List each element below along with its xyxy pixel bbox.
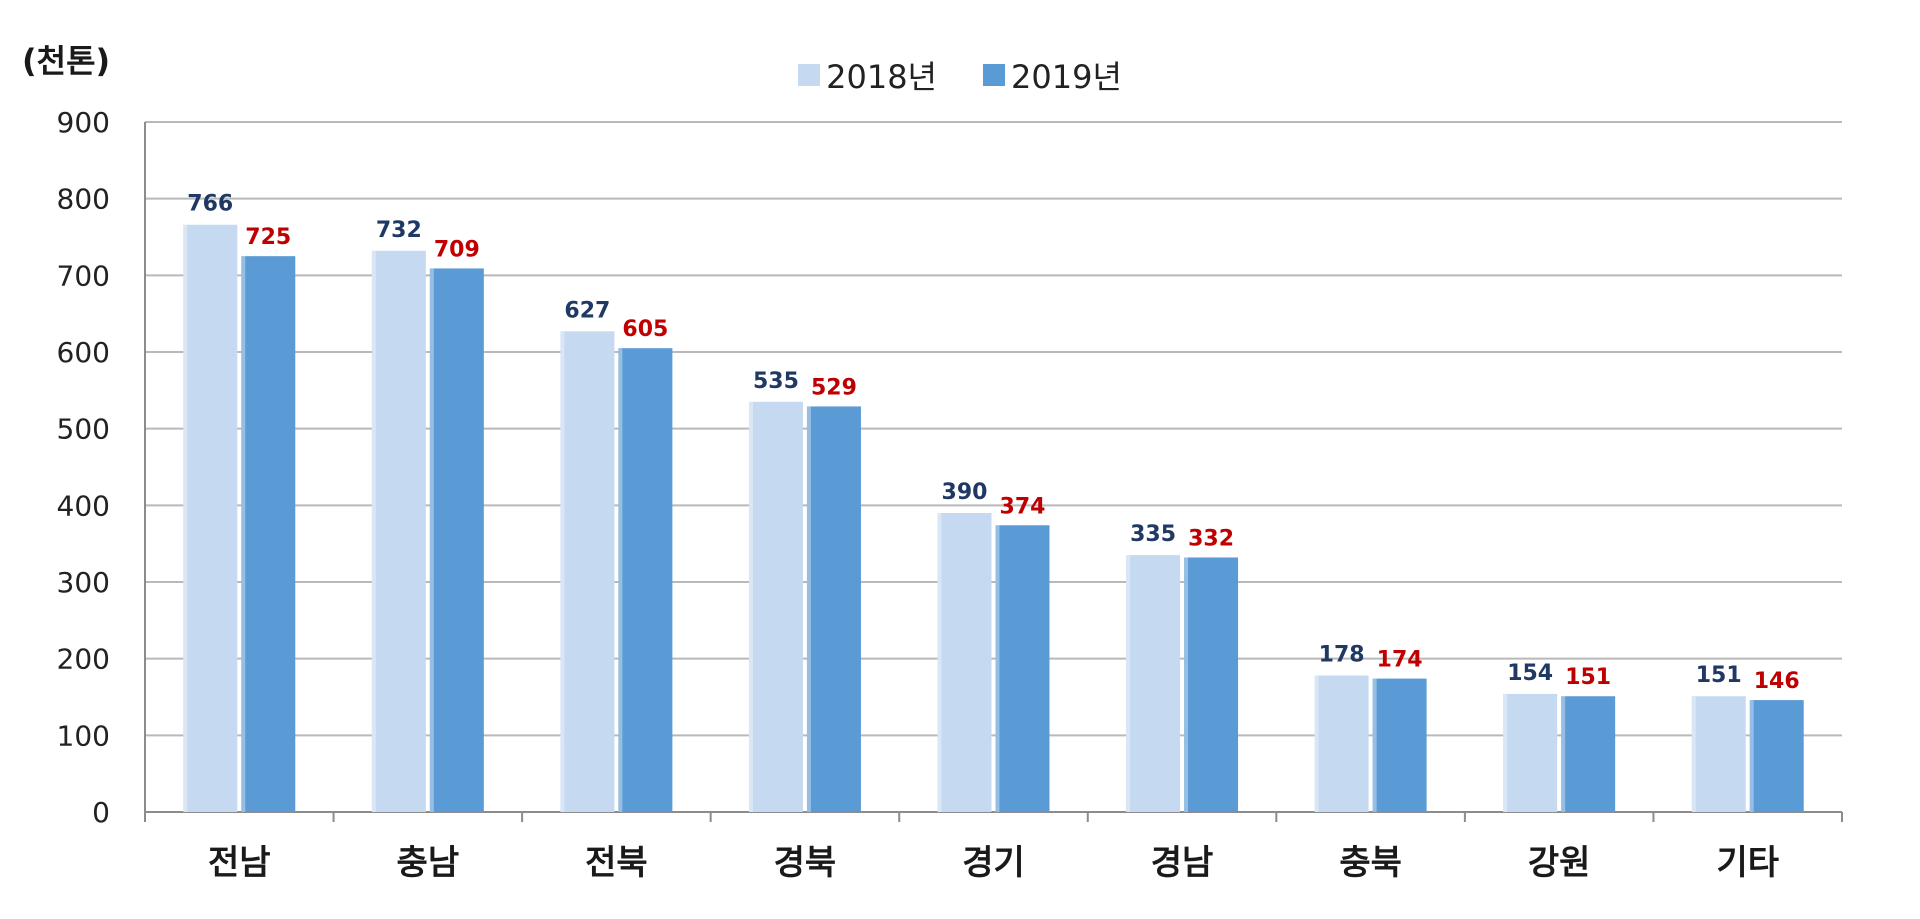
bar-highlight <box>371 250 376 813</box>
bar-highlight <box>1184 557 1189 812</box>
bar-2019 <box>995 525 1050 812</box>
y-tick-label: 500 <box>57 413 110 446</box>
bar-highlight <box>995 525 1000 812</box>
data-label-2018: 627 <box>564 298 610 323</box>
y-tick-label: 900 <box>57 106 110 139</box>
data-label-2018: 535 <box>753 369 799 394</box>
bar-highlight <box>806 406 811 812</box>
x-tick-label: 경기 <box>962 843 1025 883</box>
data-label-2018: 154 <box>1507 661 1553 686</box>
bar-2019 <box>241 256 296 813</box>
data-label-2019: 146 <box>1754 669 1800 694</box>
legend-item-2018: 2018년 <box>798 52 937 98</box>
data-label-2019: 332 <box>1188 526 1234 551</box>
bar-highlight <box>1372 678 1377 812</box>
bar-2019 <box>1749 700 1804 812</box>
legend-label-2018: 2018년 <box>826 58 937 96</box>
data-label-2019: 709 <box>434 237 480 262</box>
y-tick-label: 600 <box>57 336 110 369</box>
bar-2018 <box>1126 555 1181 812</box>
bar-2019 <box>806 406 861 812</box>
data-label-2019: 174 <box>1377 648 1423 673</box>
bar-highlight <box>937 513 942 812</box>
y-tick-label: 200 <box>57 643 110 676</box>
bar-highlight <box>241 256 246 813</box>
legend-swatch-2019 <box>983 64 1005 86</box>
bar-2018 <box>560 331 615 812</box>
bar-2019 <box>429 268 484 812</box>
y-tick-label: 300 <box>57 566 110 599</box>
bar-2018 <box>937 513 992 812</box>
y-tick-label: 800 <box>57 183 110 216</box>
bar-2019 <box>1561 696 1616 812</box>
data-label-2018: 178 <box>1319 643 1365 668</box>
bar-2018 <box>371 250 426 813</box>
x-tick-label: 충남 <box>397 843 460 883</box>
bar-highlight <box>1126 555 1131 812</box>
x-tick-label: 충북 <box>1339 843 1402 883</box>
legend-item-2019: 2019년 <box>983 52 1122 98</box>
bar-2019 <box>1184 557 1239 812</box>
legend-label-2019: 2019년 <box>1011 58 1122 96</box>
bar-2019 <box>1372 678 1427 812</box>
y-tick-label: 100 <box>57 719 110 752</box>
bar-highlight <box>748 401 753 812</box>
bar-2018 <box>1691 696 1746 812</box>
data-label-2018: 732 <box>376 218 422 243</box>
data-label-2018: 390 <box>942 480 988 505</box>
data-label-2019: 151 <box>1565 665 1611 690</box>
data-label-2019: 725 <box>245 225 291 250</box>
data-label-2019: 374 <box>1000 494 1046 519</box>
bar-2018 <box>1314 675 1369 812</box>
y-tick-label: 400 <box>57 489 110 522</box>
x-tick-label: 경북 <box>774 843 837 883</box>
bar-highlight <box>1691 696 1696 812</box>
y-tick-label: 0 <box>92 796 110 829</box>
x-tick-label: 전남 <box>208 843 271 883</box>
x-tick-label: 경남 <box>1151 843 1214 883</box>
data-label-2019: 605 <box>622 317 668 342</box>
data-label-2018: 151 <box>1696 663 1742 688</box>
bar-2018 <box>1503 693 1558 812</box>
bar-highlight <box>429 268 434 812</box>
bar-2019 <box>618 348 673 812</box>
bar-highlight <box>183 224 188 812</box>
bar-highlight <box>1561 696 1566 812</box>
y-tick-label: 700 <box>57 259 110 292</box>
bar-highlight <box>618 348 623 812</box>
bar-highlight <box>1503 693 1508 812</box>
data-label-2018: 766 <box>187 192 233 217</box>
bar-2018 <box>183 224 238 812</box>
bar-2018 <box>748 401 803 812</box>
x-tick-label: 전북 <box>585 843 648 883</box>
x-tick-label: 기타 <box>1716 843 1779 883</box>
data-label-2019: 529 <box>811 375 857 400</box>
bar-highlight <box>1314 675 1319 812</box>
legend-swatch-2018 <box>798 64 821 86</box>
legend: 2018년 2019년 <box>0 52 1920 98</box>
bar-highlight <box>1749 700 1754 812</box>
data-label-2018: 335 <box>1130 522 1176 547</box>
bar-highlight <box>560 331 565 812</box>
y-axis-unit-label: (천톤) <box>22 42 111 80</box>
x-tick-label: 강원 <box>1528 843 1591 883</box>
